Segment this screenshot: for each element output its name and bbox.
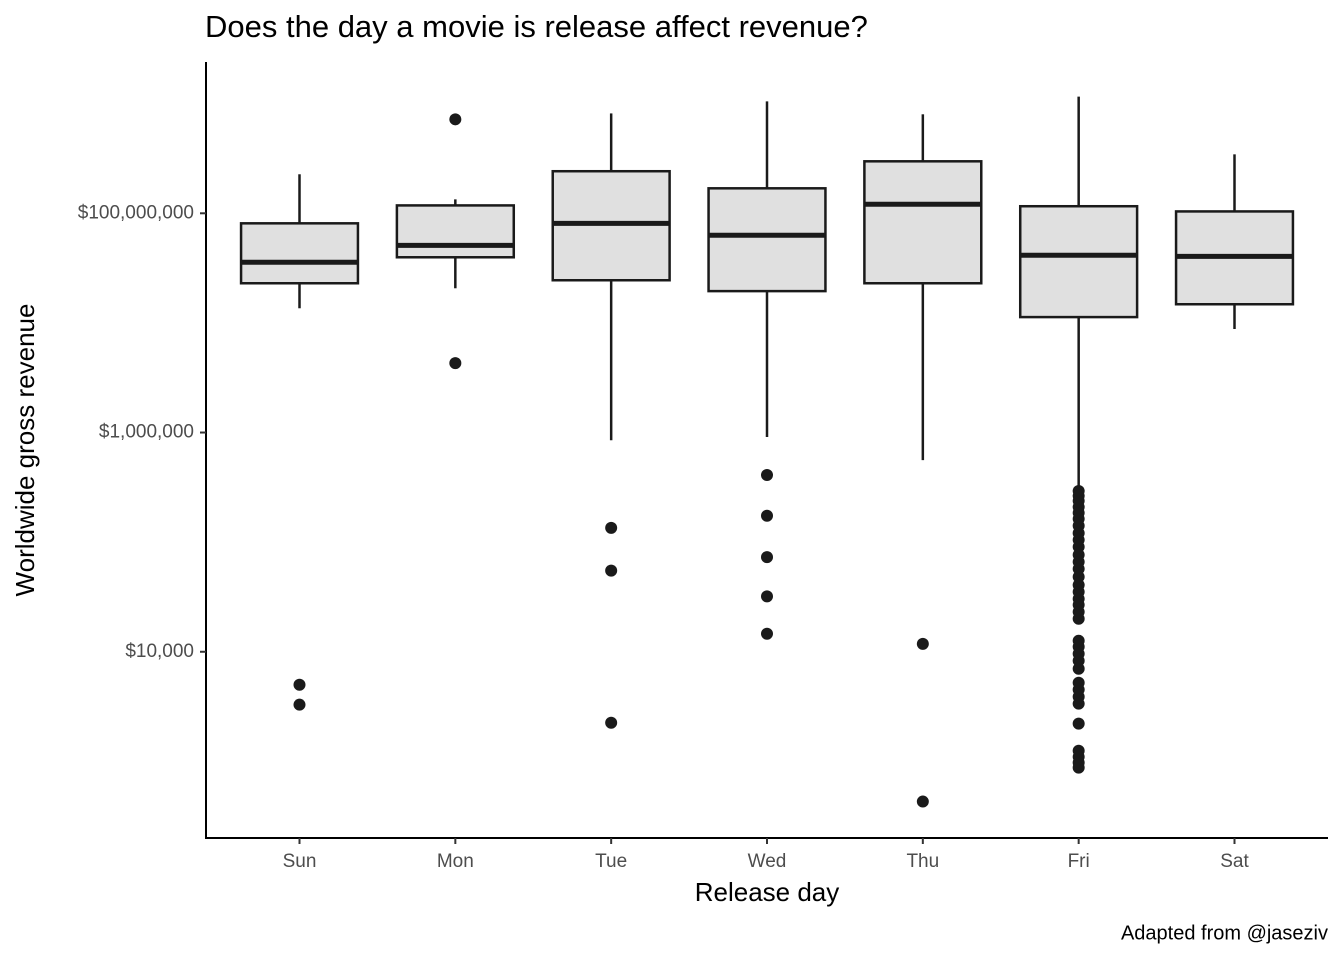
outlier (916, 637, 929, 650)
outlier (293, 698, 306, 711)
box (707, 187, 827, 293)
outlier (1072, 761, 1085, 774)
x-axis-title: Release day (695, 877, 840, 907)
x-tick-label: Fri (1068, 851, 1090, 872)
x-tick-label: Thu (906, 851, 939, 872)
y-tick-label: $10,000 (125, 641, 194, 662)
outlier (449, 113, 462, 126)
outlier (1072, 612, 1085, 625)
outlier (1072, 697, 1085, 710)
outlier (761, 627, 773, 640)
y-axis-title: Worldwide gross revenue (10, 304, 40, 597)
x-tick-label: Wed (748, 851, 787, 872)
y-tick-label: $1,000,000 (99, 422, 194, 443)
outlier (605, 716, 618, 729)
outlier (916, 795, 929, 808)
box (863, 160, 983, 285)
outlier (293, 678, 306, 691)
caption: Adapted from @jaseziv (1121, 922, 1328, 944)
chart-title: Does the day a movie is release affect r… (205, 9, 868, 44)
outlier (761, 590, 773, 603)
outlier (449, 357, 462, 370)
y-tick-label: $100,000,000 (78, 202, 194, 223)
x-tick-label: Sun (283, 851, 317, 872)
outlier (761, 468, 773, 481)
outlier (605, 521, 618, 534)
outlier (1072, 662, 1085, 675)
outlier (1072, 717, 1085, 730)
outlier (761, 509, 773, 522)
outlier (605, 564, 618, 577)
x-tick-label: Sat (1220, 851, 1249, 872)
x-tick-label: Mon (437, 851, 474, 872)
box (395, 204, 516, 259)
outlier (761, 551, 773, 564)
x-tick-label: Tue (595, 851, 627, 872)
box (1018, 204, 1139, 319)
box (239, 222, 360, 285)
